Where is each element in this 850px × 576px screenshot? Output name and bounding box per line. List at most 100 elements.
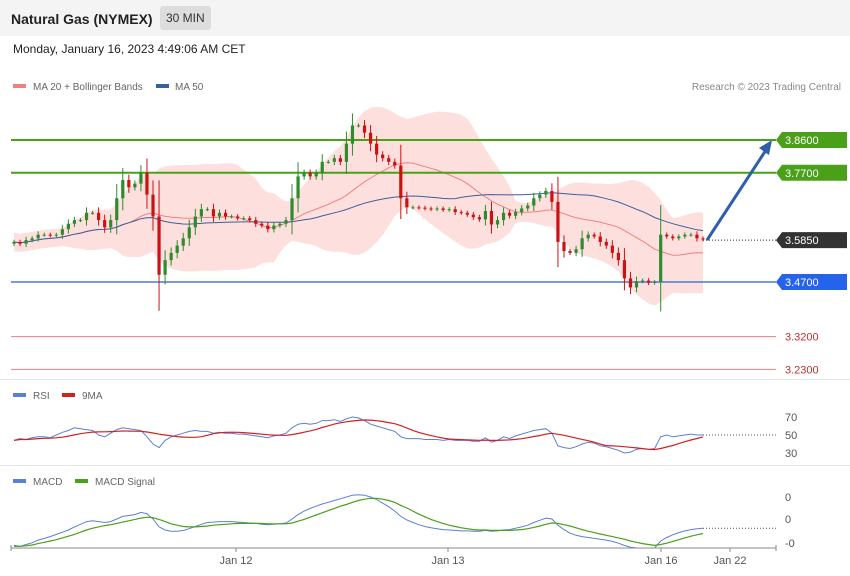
candle-body bbox=[151, 194, 155, 217]
ma50-legend-swatch bbox=[156, 84, 169, 88]
candle-body bbox=[254, 220, 258, 224]
candle bbox=[683, 232, 687, 239]
candle-body bbox=[453, 209, 457, 213]
candle-body bbox=[66, 223, 70, 230]
candle-body bbox=[278, 223, 282, 226]
candle-body bbox=[350, 125, 355, 144]
level-tag-3.8600: 3.8600 bbox=[776, 132, 847, 148]
candle bbox=[54, 232, 58, 238]
candle-body bbox=[54, 234, 58, 236]
candle-body bbox=[78, 220, 83, 222]
level-label-3.2300: 3.2300 bbox=[785, 364, 819, 376]
ma50-legend-label: MA 50 bbox=[175, 82, 204, 93]
candle-body bbox=[314, 172, 318, 177]
candle bbox=[12, 239, 16, 246]
candle bbox=[586, 231, 590, 242]
candle-body bbox=[157, 216, 161, 275]
forecast-arrow-shaft bbox=[705, 146, 770, 241]
candle bbox=[338, 154, 342, 166]
candle bbox=[242, 216, 246, 221]
candle bbox=[350, 113, 355, 156]
candle-body bbox=[616, 252, 620, 261]
x-tick-label: Jan 12 bbox=[219, 555, 252, 567]
candle-body bbox=[260, 223, 264, 226]
candle bbox=[60, 224, 64, 240]
candle bbox=[157, 180, 161, 311]
candle-body bbox=[97, 212, 101, 221]
moving-averages bbox=[13, 162, 704, 256]
timeframe-badge[interactable]: 30 MIN bbox=[160, 6, 211, 30]
candle-body bbox=[647, 280, 651, 283]
level-tag-label: 3.5850 bbox=[785, 235, 819, 247]
candle bbox=[405, 191, 409, 214]
candle-body bbox=[544, 190, 548, 195]
candle-body bbox=[465, 212, 469, 215]
candle bbox=[290, 184, 294, 235]
candle-body bbox=[284, 220, 288, 224]
candle bbox=[72, 216, 77, 228]
candle bbox=[163, 250, 167, 285]
candle bbox=[568, 248, 572, 256]
candle-body bbox=[665, 234, 669, 237]
candle-body bbox=[393, 161, 397, 166]
macd-panel: 0 0 -0 bbox=[13, 492, 795, 550]
research-credit: Research © 2023 Trading Central bbox=[692, 82, 841, 93]
candle bbox=[48, 232, 52, 238]
candle-body bbox=[387, 158, 391, 162]
candle-body bbox=[320, 161, 324, 173]
candle bbox=[368, 125, 373, 152]
macd-signal-legend-label: MACD Signal bbox=[95, 477, 155, 488]
candle-body bbox=[375, 143, 379, 155]
candle-body bbox=[538, 194, 542, 199]
candle bbox=[236, 214, 240, 221]
candle-body bbox=[199, 209, 203, 217]
candle-body bbox=[417, 207, 421, 209]
level-tag-3.5850: 3.5850 bbox=[776, 232, 847, 249]
candle bbox=[332, 154, 336, 166]
candle-body bbox=[592, 234, 596, 237]
candle-body bbox=[205, 209, 210, 211]
candle bbox=[193, 208, 197, 236]
candle-body bbox=[562, 241, 566, 252]
candle bbox=[671, 234, 675, 241]
candle bbox=[375, 135, 379, 163]
candle-body bbox=[640, 280, 645, 282]
candle bbox=[36, 231, 40, 242]
candle bbox=[211, 203, 216, 222]
candle-body bbox=[272, 225, 276, 230]
level-tag-bg bbox=[776, 274, 847, 290]
candle-body bbox=[598, 236, 602, 242]
candle bbox=[205, 207, 210, 212]
candle bbox=[133, 180, 137, 191]
candle-body bbox=[429, 208, 433, 210]
x-tick-label: Jan 22 bbox=[713, 555, 746, 567]
candle bbox=[622, 248, 627, 291]
rsi-tick-label: 30 bbox=[785, 448, 797, 460]
rsi-ma-legend-swatch bbox=[62, 393, 75, 397]
candle bbox=[90, 210, 95, 215]
level-tag-3.4700: 3.4700 bbox=[776, 274, 847, 290]
candle-body bbox=[175, 245, 179, 253]
candle-body bbox=[477, 217, 481, 220]
candle bbox=[187, 219, 191, 246]
x-tick-label: Jan 16 bbox=[644, 555, 677, 567]
candle bbox=[610, 240, 614, 259]
candle bbox=[489, 201, 494, 234]
candle bbox=[399, 144, 403, 220]
candle bbox=[103, 214, 107, 233]
candle-body bbox=[471, 214, 475, 218]
macd-legend-swatch bbox=[13, 479, 26, 483]
candle-body bbox=[628, 278, 633, 288]
candle-body bbox=[163, 260, 167, 275]
candle bbox=[532, 192, 536, 211]
candle bbox=[501, 207, 506, 226]
candle bbox=[248, 216, 252, 223]
candle-body bbox=[145, 172, 149, 195]
candle-body bbox=[326, 161, 330, 163]
candle-body bbox=[121, 180, 125, 199]
candle-body bbox=[435, 208, 439, 210]
candle-body bbox=[332, 158, 336, 162]
candle bbox=[495, 216, 500, 229]
candle bbox=[278, 221, 282, 228]
candle-body bbox=[236, 216, 240, 219]
